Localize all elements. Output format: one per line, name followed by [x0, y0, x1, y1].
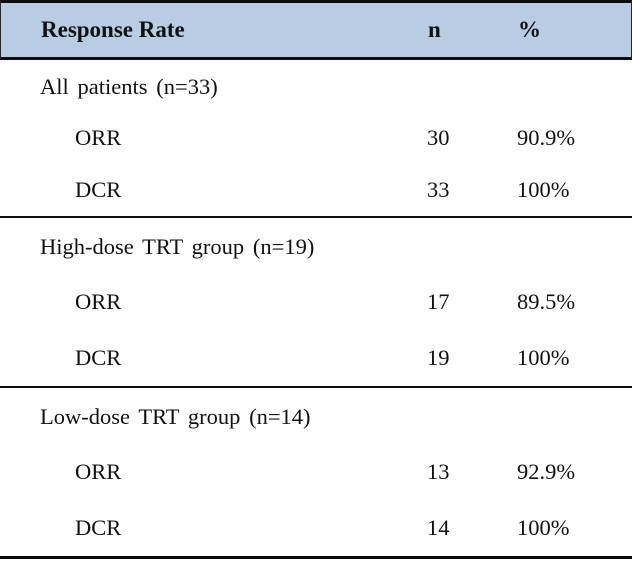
row-label: DCR	[75, 177, 122, 202]
table-row: ORR 13 92.9%	[0, 444, 632, 500]
section-label: All patients (n=33)	[40, 74, 218, 99]
table-row: ORR 17 89.5%	[0, 274, 632, 330]
row-pct-value: 90.9%	[517, 125, 576, 150]
table-row: ORR 30 90.9%	[0, 112, 632, 164]
header-percent: %	[518, 17, 541, 42]
section-label: Low-dose TRT group (n=14)	[40, 404, 311, 429]
section-header-row: All patients (n=33)	[0, 60, 632, 112]
section-all-patients: All patients (n=33) ORR 30 90.9% DCR 33 …	[0, 60, 632, 218]
section-header-row: Low-dose TRT group (n=14)	[0, 388, 632, 444]
row-pct-value: 100%	[517, 515, 570, 540]
section-label: High-dose TRT group (n=19)	[40, 234, 315, 259]
row-pct-value: 100%	[517, 177, 570, 202]
row-n-value: 19	[427, 345, 450, 370]
row-label: ORR	[75, 289, 122, 314]
table-row: DCR 14 100%	[0, 500, 632, 556]
row-n-value: 30	[427, 125, 450, 150]
section-low-dose: Low-dose TRT group (n=14) ORR 13 92.9% D…	[0, 388, 632, 559]
row-n-value: 13	[427, 459, 450, 484]
table-row: DCR 33 100%	[0, 164, 632, 216]
section-header-row: High-dose TRT group (n=19)	[0, 218, 632, 274]
section-high-dose: High-dose TRT group (n=19) ORR 17 89.5% …	[0, 218, 632, 388]
response-rate-table: Response Rate n % All patients (n=33) OR…	[0, 0, 632, 559]
row-label: DCR	[75, 345, 122, 370]
table-row: DCR 19 100%	[0, 330, 632, 386]
row-label: ORR	[75, 125, 122, 150]
row-n-value: 14	[427, 515, 450, 540]
header-row: Response Rate n %	[0, 0, 632, 60]
row-n-value: 17	[427, 289, 450, 314]
row-pct-value: 100%	[517, 345, 570, 370]
row-pct-value: 92.9%	[517, 459, 576, 484]
header-response-rate: Response Rate	[41, 17, 185, 42]
row-label: DCR	[75, 515, 122, 540]
header-n: n	[428, 17, 441, 42]
row-n-value: 33	[427, 177, 450, 202]
row-label: ORR	[75, 459, 122, 484]
row-pct-value: 89.5%	[517, 289, 576, 314]
